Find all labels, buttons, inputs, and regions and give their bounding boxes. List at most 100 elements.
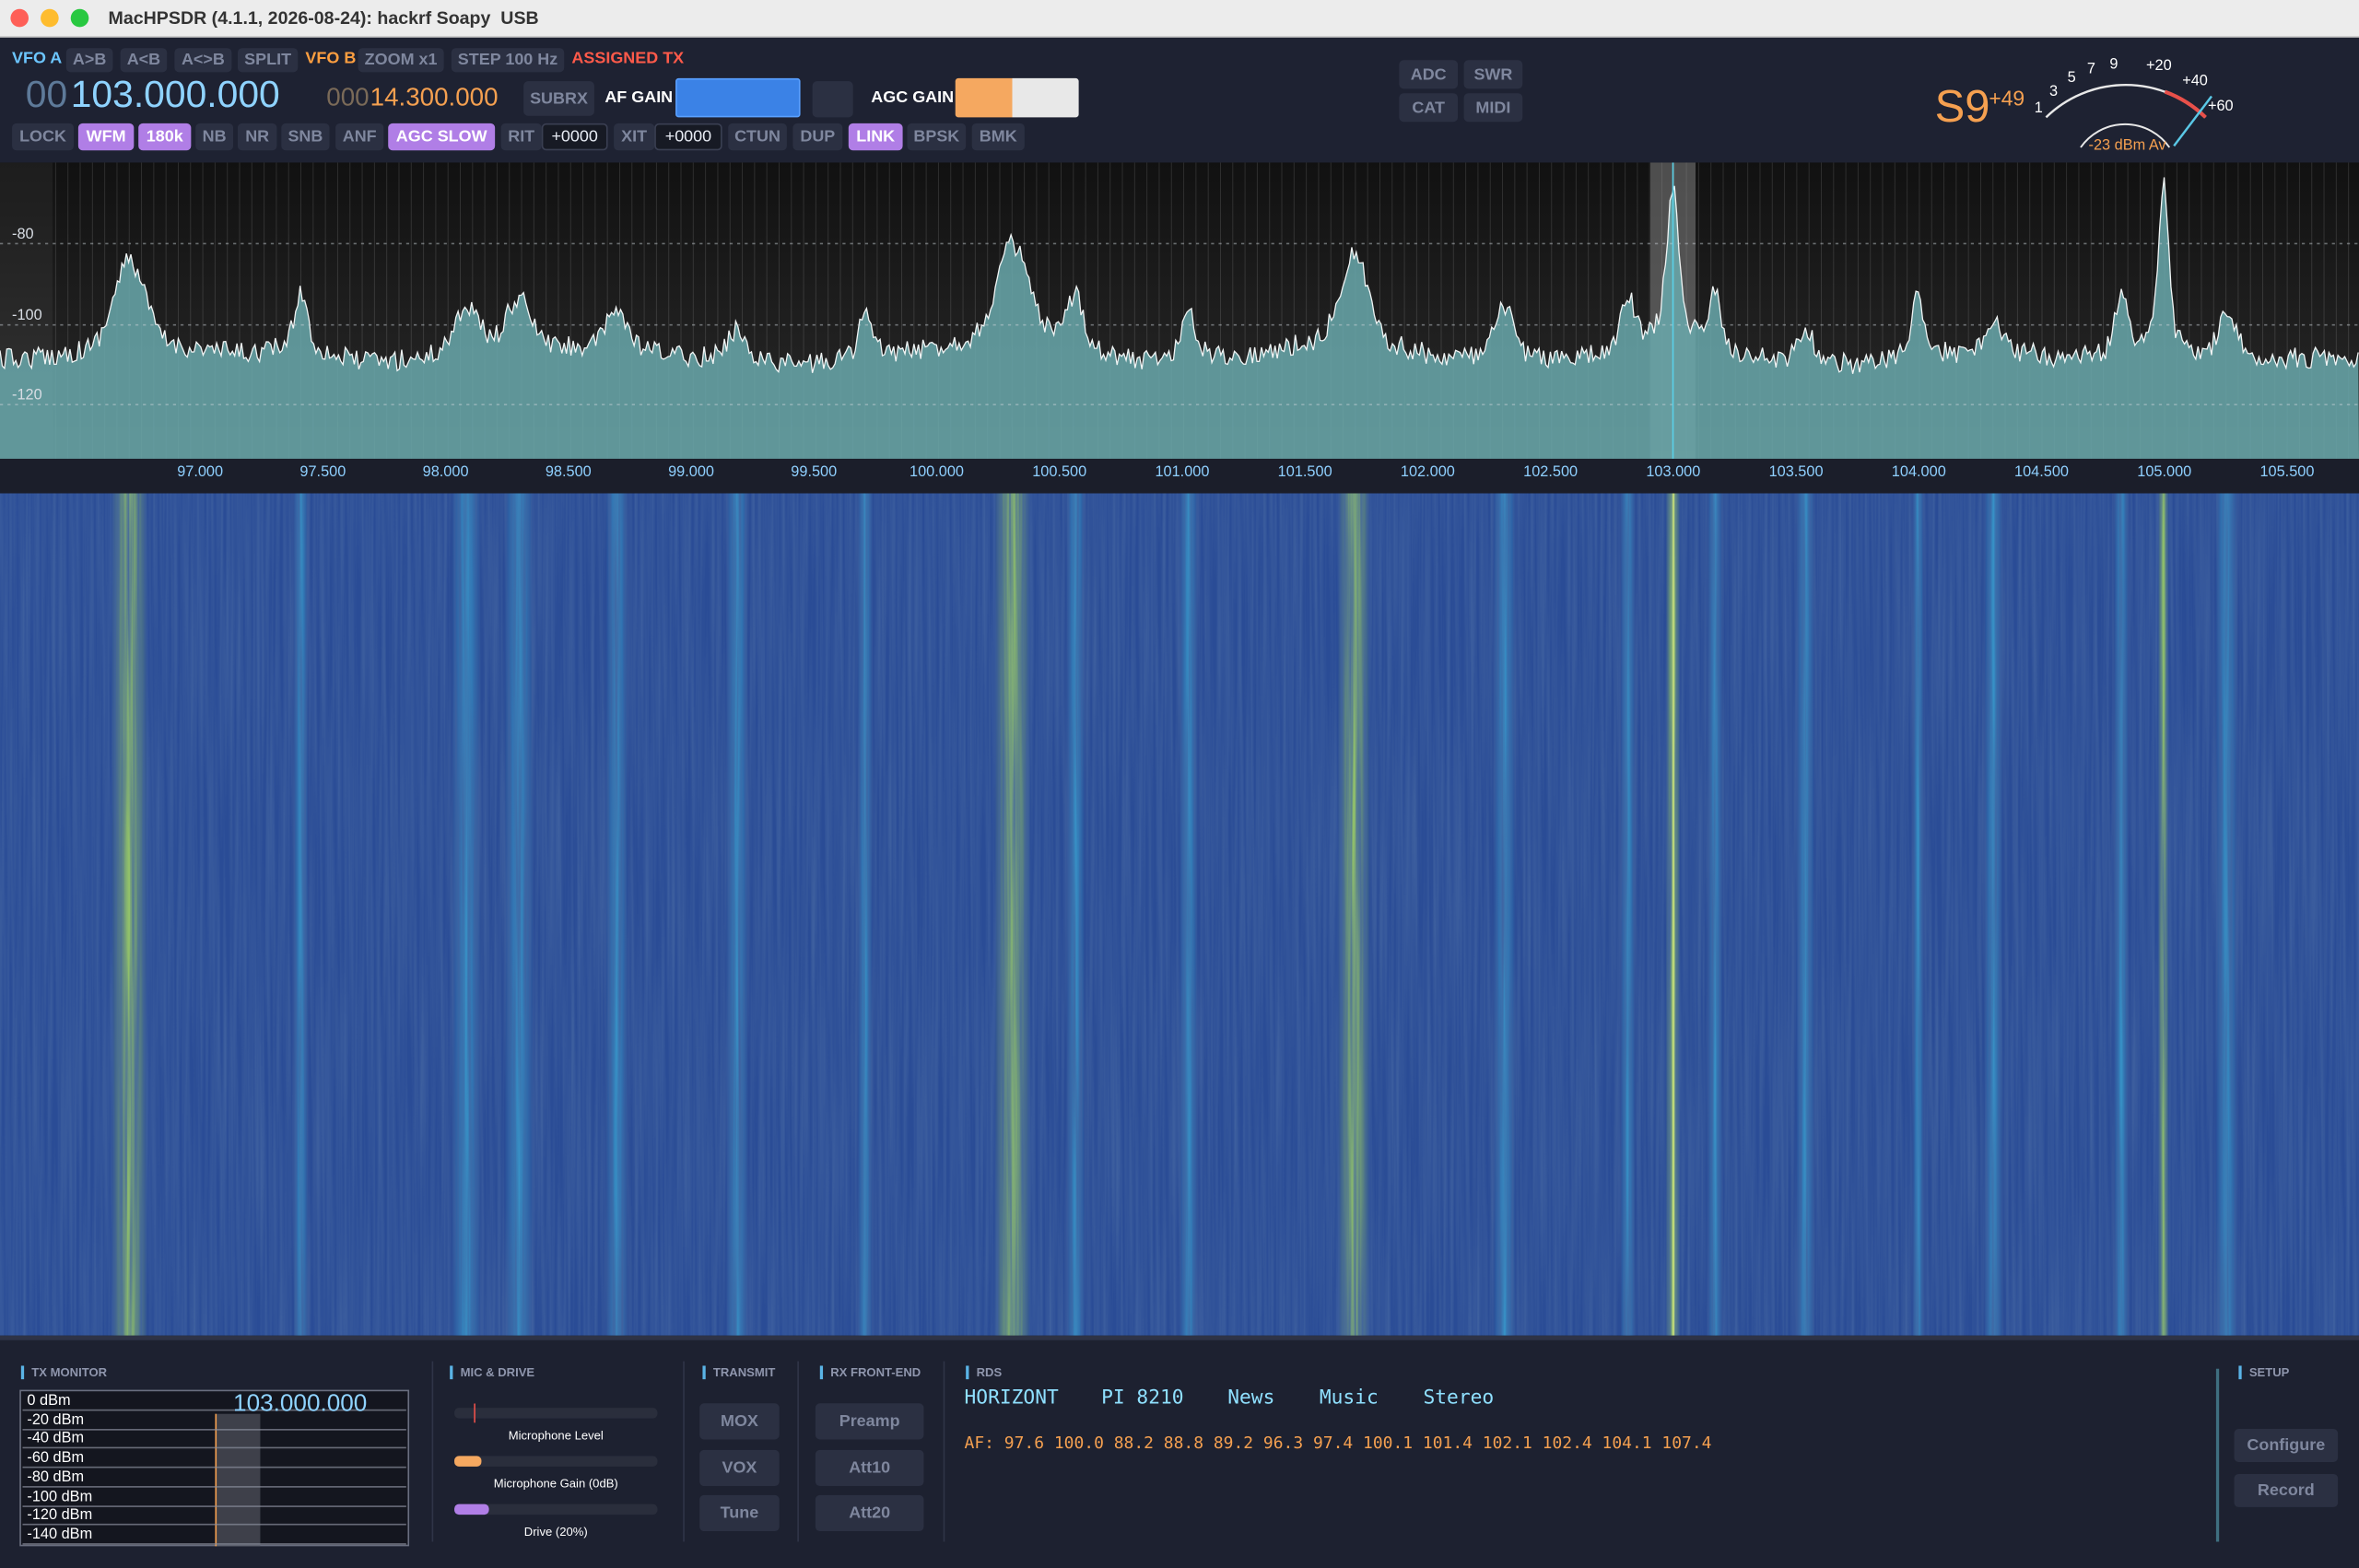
slider-track[interactable] (454, 1504, 658, 1515)
toolbar-button[interactable]: A>B (65, 48, 113, 73)
toolbar-button[interactable]: CTUN (728, 123, 787, 151)
setup-button[interactable]: Configure (2234, 1429, 2339, 1462)
tx-level-label: -20 dBm (27, 1411, 85, 1429)
side-button[interactable]: CAT (1399, 93, 1459, 123)
frequency-label: 99.500 (791, 463, 837, 480)
tx-level-label: 0 dBm (27, 1392, 71, 1410)
toolbar-button[interactable]: NR (237, 123, 277, 151)
slider-track[interactable] (454, 1456, 658, 1467)
tx-monitor-band (215, 1413, 261, 1547)
dial-inner-arc (2080, 123, 2171, 148)
toolbar-label: VFO A (12, 49, 63, 68)
transmit-button[interactable]: MOX (699, 1403, 780, 1440)
toolbar-button[interactable]: +0000 (654, 123, 722, 151)
toolbar-button[interactable]: BPSK (907, 123, 967, 151)
toolbar-button[interactable]: LOCK (12, 123, 74, 151)
close-button[interactable] (10, 8, 29, 28)
frequency-label: 102.500 (1523, 463, 1578, 480)
frequency-label: 101.500 (1278, 463, 1332, 480)
tx-monitor-marker (215, 1413, 217, 1547)
dial-scale-label: 1 (2035, 99, 2043, 116)
side-button[interactable]: MIDI (1463, 93, 1523, 123)
window-title: MacHPSDR (4.1.1, 2026-08-24): hackrf Soa… (108, 7, 539, 29)
level-label: -80 (12, 226, 34, 242)
zoom-button[interactable] (70, 8, 89, 28)
section-title: SETUP (2238, 1365, 2289, 1380)
dial-average: -23 dBm Av (2089, 137, 2167, 154)
dial-scale-label: +40 (2182, 72, 2208, 88)
toolbar-button[interactable]: DUP (792, 123, 843, 151)
toolbar-button[interactable]: STEP 100 Hz (451, 48, 565, 73)
subrx-button[interactable]: SUBRX (523, 81, 594, 116)
minimize-button[interactable] (41, 8, 59, 28)
rds-flag: News (1227, 1387, 1275, 1410)
transmit-button[interactable]: VOX (699, 1449, 780, 1486)
frequency-label: 103.500 (1769, 463, 1824, 480)
frequency-label: 100.500 (1032, 463, 1086, 480)
level-line (22, 1524, 406, 1526)
tx-level-label: -120 dBm (27, 1507, 93, 1525)
section-separator (683, 1361, 685, 1542)
frequency-label: 100.000 (910, 463, 964, 480)
toolbar-button[interactable]: LINK (848, 123, 903, 151)
rds-station: HORIZONT (964, 1387, 1059, 1410)
agc-gain-slider[interactable] (955, 77, 1079, 118)
toolbar-button[interactable]: ZOOM x1 (358, 48, 444, 73)
section-title: RX FRONT-END (819, 1365, 921, 1380)
frequency-axis (0, 458, 2359, 494)
rx-front_end-button[interactable]: Preamp (815, 1403, 924, 1440)
af-gain-slider[interactable] (675, 77, 801, 118)
toolbar-button[interactable]: XIT (614, 123, 655, 151)
toolbar-button[interactable]: A<B (120, 48, 168, 73)
waterfall (0, 493, 2359, 1336)
dial-scale-label: 3 (2049, 83, 2058, 99)
side-button[interactable]: ADC (1399, 60, 1459, 89)
toolbar-button[interactable]: AGC SLOW (388, 123, 496, 151)
tx-monitor-frequency: 103.000.000 (233, 1391, 368, 1417)
vfo-a-frequency: 103.000.000 (70, 74, 280, 116)
noise-layer (0, 493, 2359, 1336)
section-separator (431, 1361, 434, 1542)
dial-needle (2173, 95, 2212, 147)
vfo-b-frequency: 14.300.000 (370, 82, 499, 111)
transmit-button[interactable]: Tune (699, 1494, 780, 1532)
toolbar-button[interactable]: WFM (77, 123, 135, 151)
frequency-label: 97.000 (177, 463, 223, 480)
speaker-button[interactable] (812, 81, 853, 118)
toolbar-button[interactable]: +0000 (541, 123, 608, 151)
tx-level-label: -100 dBm (27, 1488, 93, 1505)
s-meter-reading: S9 (1934, 82, 1990, 133)
frequency-label: 98.000 (423, 463, 469, 480)
frequency-label: 105.000 (2137, 463, 2191, 480)
section-title: RDS (966, 1365, 1002, 1380)
rds-pi: PI 8210 (1101, 1387, 1184, 1410)
rx-front_end-button[interactable]: Att10 (815, 1449, 924, 1486)
setup-button[interactable]: Record (2234, 1473, 2339, 1507)
toolbar-label: VFO B (305, 49, 357, 68)
slider-fill (474, 1403, 475, 1423)
slider-track[interactable] (454, 1408, 658, 1419)
toolbar-button[interactable]: SNB (281, 123, 330, 151)
frequency-label: 99.000 (668, 463, 714, 480)
dial-scale-label: 7 (2087, 60, 2095, 76)
tx-level-label: -60 dBm (27, 1450, 85, 1467)
side-button[interactable]: SWR (1463, 60, 1523, 89)
toolbar-button[interactable]: BMK (971, 123, 1025, 151)
toolbar-button[interactable]: NB (195, 123, 234, 151)
toolbar-button[interactable]: SPLIT (237, 48, 299, 73)
toolbar-button[interactable]: RIT (500, 123, 542, 151)
level-line (22, 1409, 406, 1411)
toolbar-button[interactable]: ANF (335, 123, 384, 151)
setup-separator (2215, 1368, 2220, 1542)
vfo-a-lead: 00 (25, 74, 68, 116)
section-title: TX MONITOR (20, 1365, 107, 1380)
toolbar-button[interactable]: A<>B (174, 48, 232, 73)
rx-front_end-button[interactable]: Att20 (815, 1494, 924, 1532)
level-line (22, 1542, 406, 1545)
toolbar-button[interactable]: 180k (138, 123, 192, 151)
level-line (22, 1485, 406, 1488)
s-meter-over: +49 (1989, 86, 2025, 111)
frequency-label: 105.500 (2259, 463, 2314, 480)
